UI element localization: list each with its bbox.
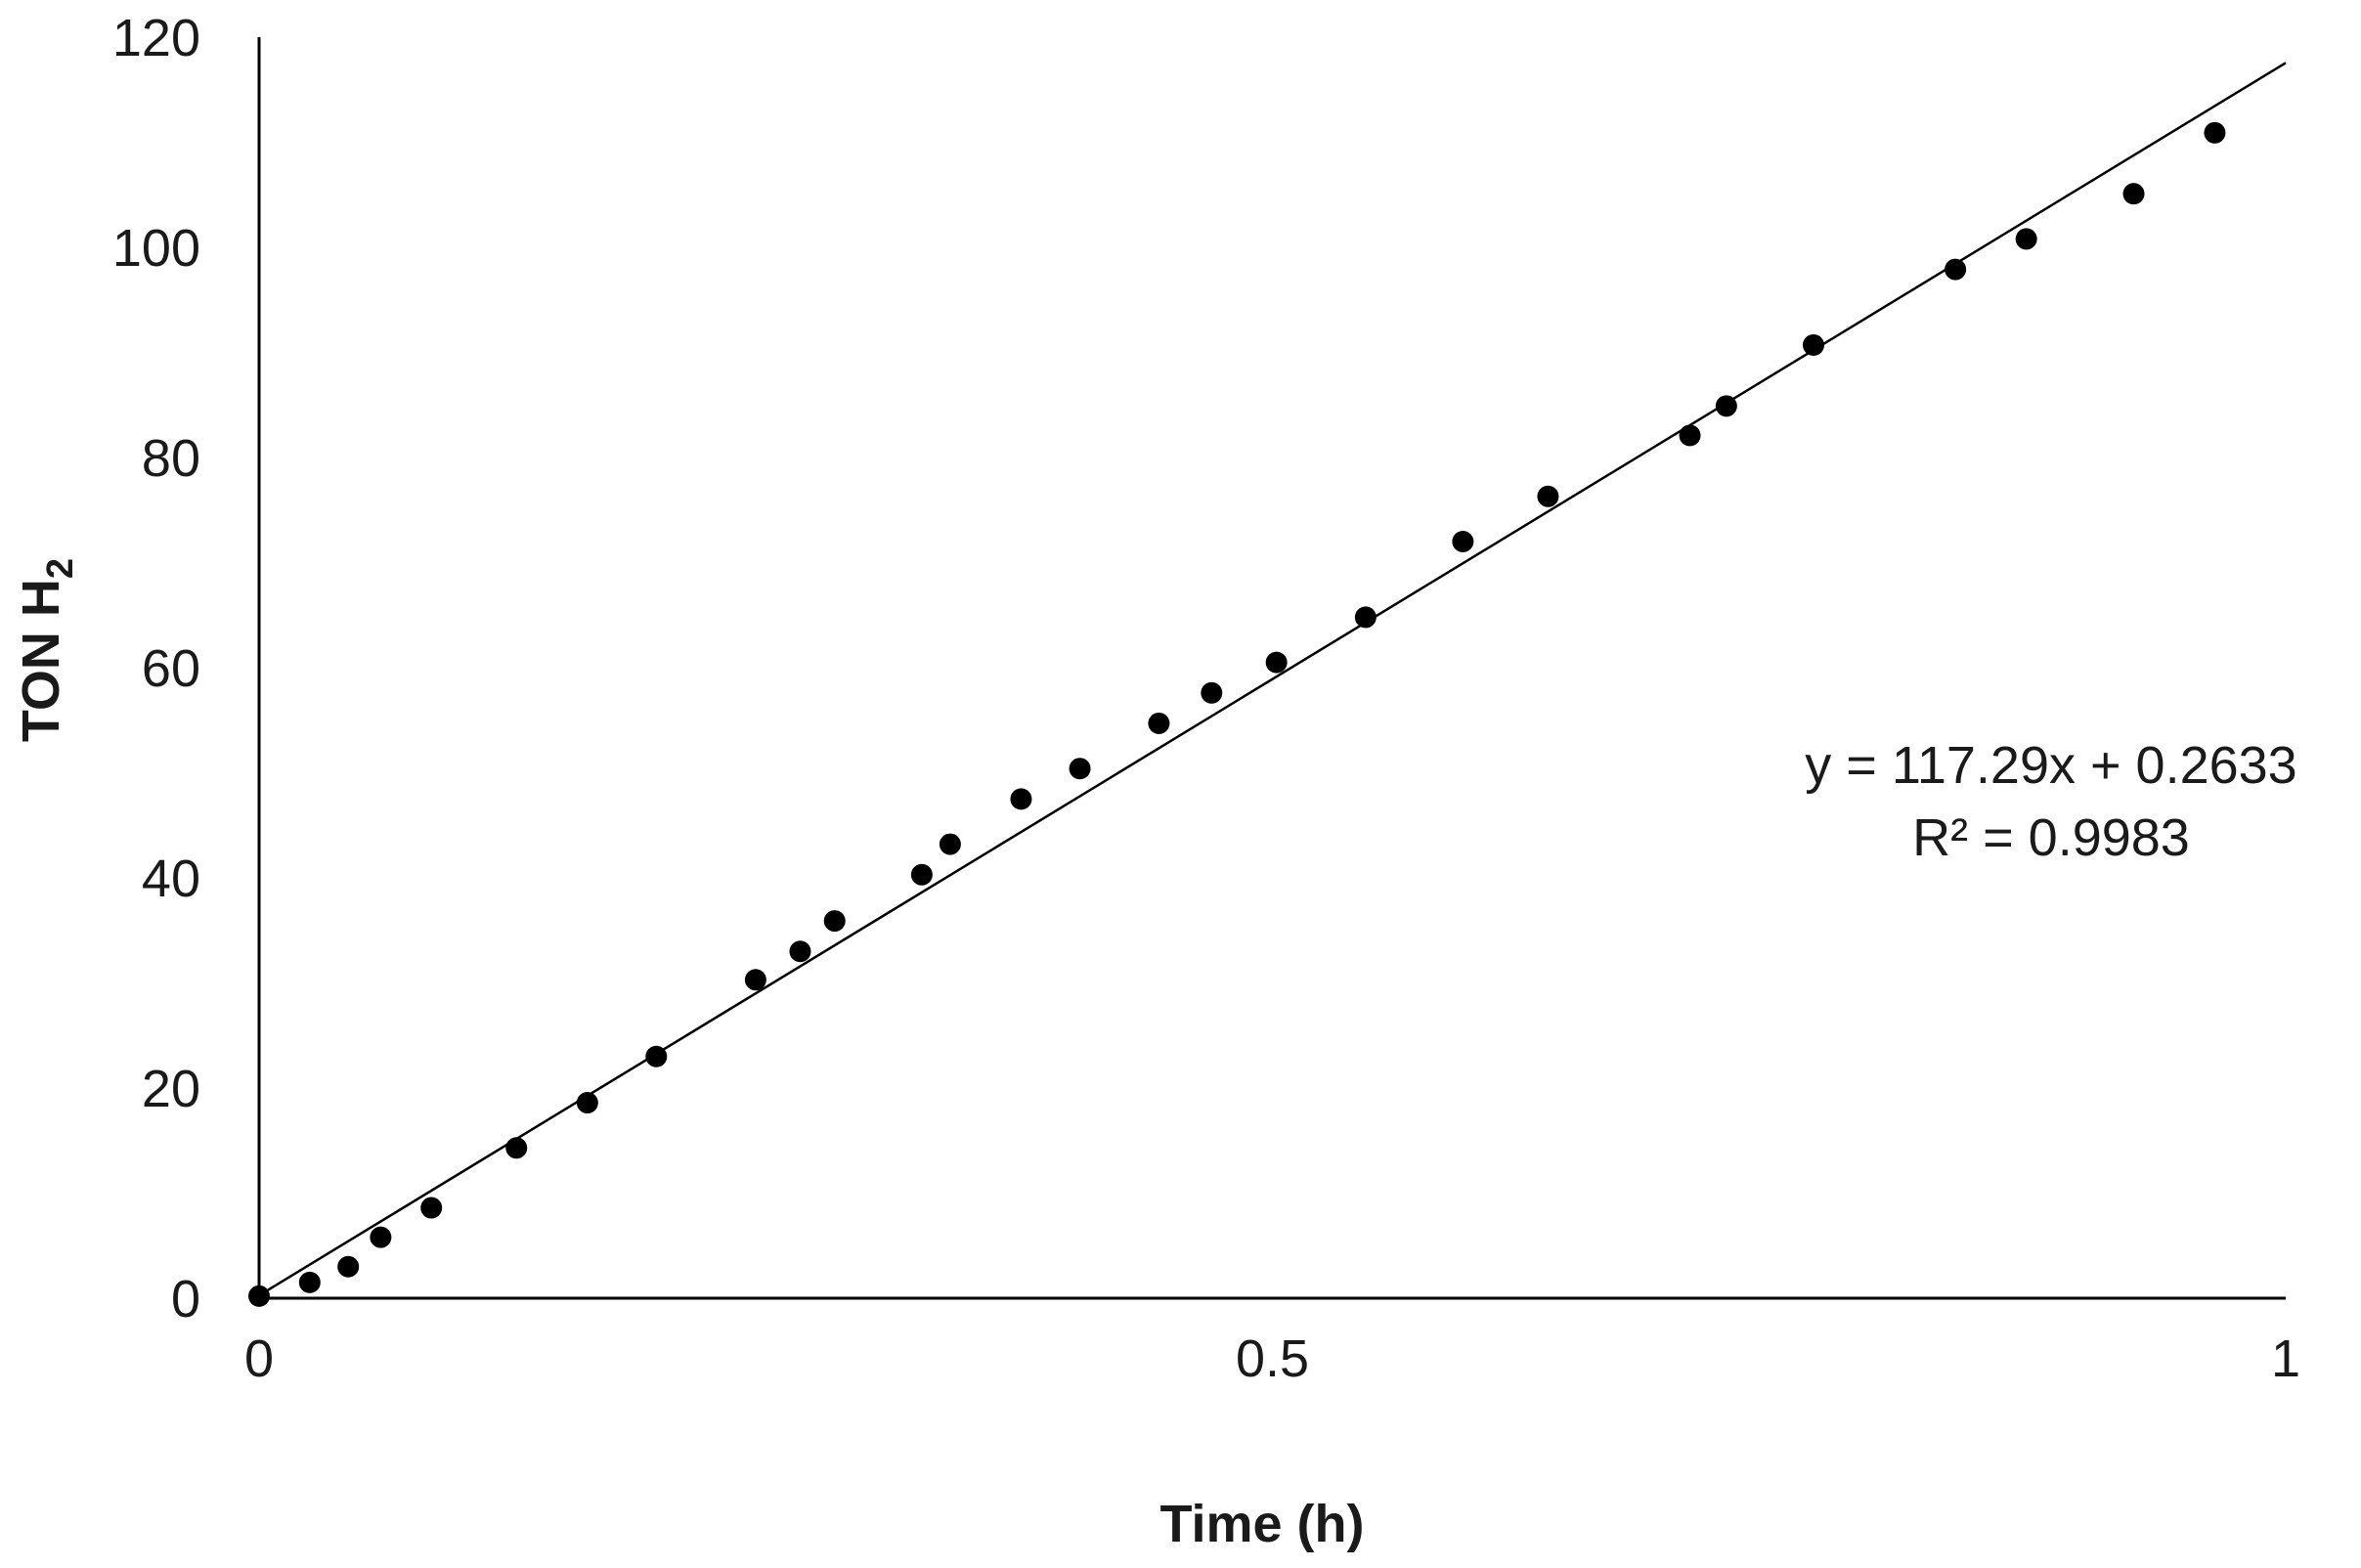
data-point [576, 1092, 598, 1114]
y-tick-label: 100 [112, 219, 200, 278]
data-point [823, 910, 846, 933]
data-point [1679, 424, 1701, 447]
data-point [2122, 183, 2145, 205]
y-tick-label: 120 [112, 9, 200, 67]
x-axis-title: Time (h) [1159, 1495, 1364, 1553]
axes [257, 37, 2286, 1300]
r-squared-label: R² = 0.9983 [1912, 808, 2190, 867]
x-tick-label: 0 [244, 1329, 274, 1388]
data-point [1537, 485, 1559, 507]
data-point [420, 1197, 443, 1219]
data-point [1069, 758, 1091, 780]
data-point [1715, 395, 1737, 417]
trendline [258, 62, 2287, 1297]
data-point [248, 1285, 270, 1307]
y-tick-label: 80 [142, 429, 200, 488]
x-tick-labels: 0 0.5 1 [244, 1329, 2300, 1388]
y-axis-title-main: TON H [12, 579, 70, 742]
data-point [1802, 333, 1824, 356]
data-point [1010, 788, 1032, 810]
data-point [1452, 531, 1474, 552]
data-point [2015, 228, 2037, 250]
data-points [248, 121, 2226, 1307]
trendline-equation: y = 117.29x + 0.2633 [1805, 736, 2296, 795]
y-axis-title-subscript: 2 [40, 558, 81, 579]
y-tick-labels: 0 20 40 60 80 100 120 [112, 9, 200, 1328]
data-point [1148, 712, 1170, 734]
data-point [939, 833, 961, 855]
data-point [1265, 651, 1288, 674]
data-point [370, 1226, 392, 1248]
y-tick-label: 60 [142, 639, 200, 698]
data-point [298, 1271, 321, 1293]
data-point [1945, 258, 1967, 281]
y-tick-label: 0 [171, 1270, 200, 1328]
data-point [505, 1137, 528, 1159]
data-point [910, 863, 933, 886]
y-tick-label: 20 [142, 1060, 200, 1118]
y-tick-label: 40 [142, 849, 200, 908]
data-point [1354, 606, 1377, 629]
data-point [789, 940, 811, 963]
data-point [337, 1255, 360, 1278]
y-axis-title: TON H2 [12, 558, 81, 742]
x-tick-label: 0.5 [1236, 1329, 1309, 1388]
data-point [744, 969, 766, 991]
data-point [645, 1045, 668, 1067]
data-point [2204, 121, 2226, 144]
data-point [1201, 681, 1223, 704]
x-tick-label: 1 [2271, 1329, 2300, 1388]
